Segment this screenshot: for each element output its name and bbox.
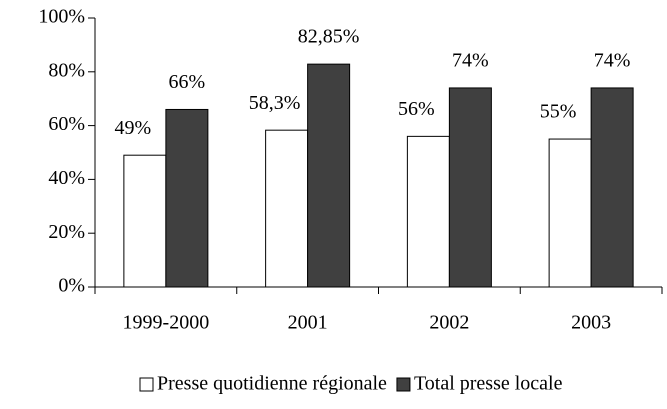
bar — [265, 129, 309, 288]
x-tick-label: 2001 — [288, 312, 328, 334]
bar — [123, 154, 167, 288]
bar — [548, 138, 592, 288]
value-label: 56% — [398, 98, 435, 120]
value-label: 74% — [452, 50, 489, 72]
bar — [590, 87, 634, 288]
legend-label: Total presse locale — [414, 373, 563, 395]
x-tick-label: 2003 — [571, 312, 611, 334]
bar — [448, 87, 492, 288]
legend-swatch — [396, 377, 411, 392]
value-label: 55% — [540, 101, 577, 123]
y-tick-label: 100% — [38, 6, 85, 28]
x-tick-label: 1999-2000 — [123, 312, 210, 334]
value-label: 74% — [594, 50, 631, 72]
legend-label: Presse quotidienne régionale — [157, 373, 387, 395]
y-tick-label: 80% — [48, 59, 85, 81]
bar — [406, 135, 450, 288]
y-tick-label: 0% — [58, 275, 85, 297]
y-tick-label: 20% — [48, 221, 85, 243]
value-label: 82,85% — [298, 26, 360, 48]
bar — [307, 63, 351, 288]
y-tick-label: 60% — [48, 113, 85, 135]
value-label: 66% — [169, 71, 206, 93]
value-label: 49% — [115, 117, 152, 139]
y-tick-label: 40% — [48, 167, 85, 189]
value-label: 58,3% — [249, 92, 301, 114]
x-tick-label: 2002 — [429, 312, 469, 334]
bar — [165, 108, 209, 288]
legend-swatch — [139, 377, 154, 392]
